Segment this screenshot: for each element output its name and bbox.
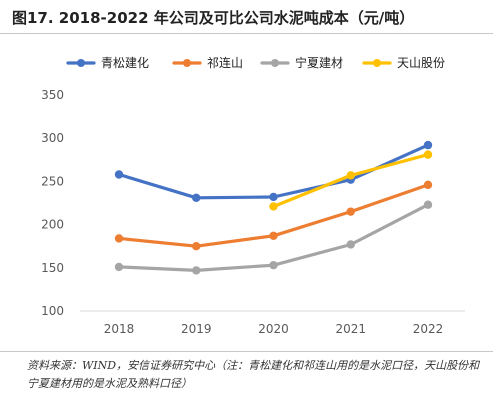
data-point [423,150,433,159]
data-point [114,170,124,179]
legend: 青松建化 祁连山 宁夏建材 天山股份 [66,55,445,70]
data-point [192,193,201,203]
y-tick-label: 200 [41,218,64,232]
legend-item: 祁连山 [172,55,243,70]
data-point [346,171,355,180]
legend-label: 宁夏建材 [295,55,343,70]
legend-swatch-marker [183,59,191,67]
title-bar: 图17. 2018-2022 年公司及可比公司水泥吨成本（元/吨） [0,0,493,34]
data-point [269,202,278,211]
legend-swatch-marker [271,59,279,67]
data-point [192,266,201,275]
data-point [269,231,278,241]
x-tick-label: 2022 [413,322,444,336]
data-point [114,234,124,243]
y-axis: 100 150 200 250 300 350 [41,88,64,318]
y-tick-label: 350 [41,88,64,102]
data-point [114,262,124,272]
x-tick-label: 2021 [335,322,366,336]
data-point [346,207,355,216]
series-line [117,143,430,200]
legend-label: 天山股份 [397,56,445,70]
legend-item: 青松建化 [66,56,149,70]
data-point [423,180,433,190]
y-tick-label: 250 [41,174,64,188]
data-point [423,200,433,209]
chart-title: 图17. 2018-2022 年公司及可比公司水泥吨成本（元/吨） [12,9,415,27]
data-point [192,242,201,251]
legend-item: 天山股份 [362,56,445,70]
x-tick-label: 2019 [181,322,212,336]
data-point [269,261,278,270]
data-point [269,192,278,202]
legend-swatch-marker [373,59,381,67]
footer-divider [0,351,493,352]
data-point [346,240,355,249]
legend-swatch-marker [77,59,85,67]
y-tick-label: 100 [41,304,64,318]
x-tick-label: 2018 [104,322,135,336]
legend-label: 祁连山 [207,55,243,70]
x-tick-label: 2020 [258,322,289,336]
series-layer [114,140,433,275]
legend-label: 青松建化 [101,56,149,70]
source-note: 资料来源：WIND，安信证券研究中心（注：青松建化和祁连山用的是水泥口径，天山股… [27,359,480,390]
y-tick-label: 150 [41,261,64,275]
x-axis: 2018 2019 2020 2021 2022 [80,310,465,336]
data-point [423,140,433,150]
legend-item: 宁夏建材 [260,55,343,70]
y-tick-label: 300 [41,131,64,145]
